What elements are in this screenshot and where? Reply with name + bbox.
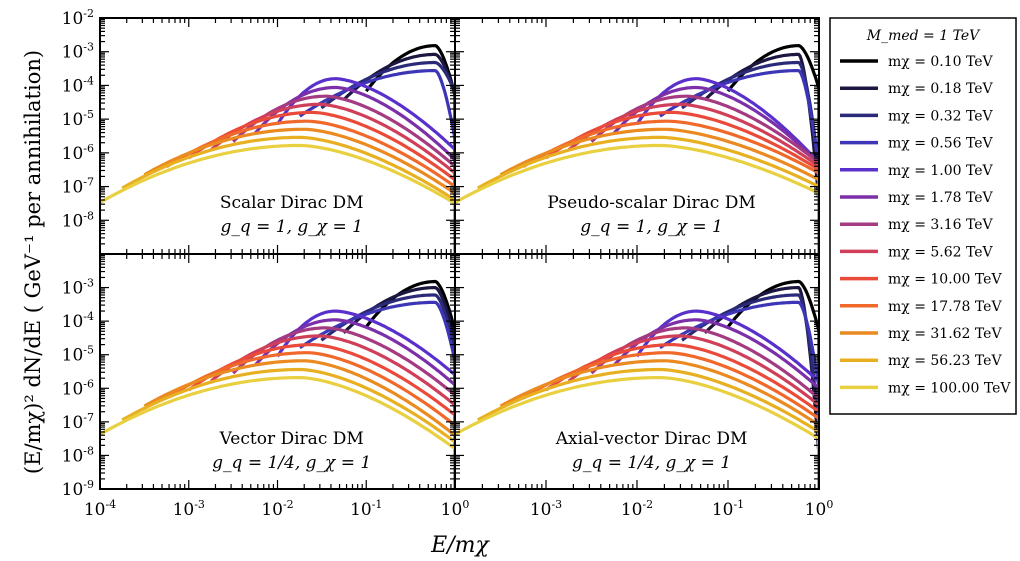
ticks [454, 17, 820, 255]
x-tick-label: 10-3 [173, 498, 205, 520]
y-tick-label: 10-6 [62, 142, 94, 164]
series-line [165, 119, 455, 254]
panel-1: 10-2 10-3 10-4 10-5 10-6 10-7 10-8 Scalar Dirac… [62, 7, 456, 255]
series-line [455, 143, 819, 254]
legend-entry: mχ = 56.23 TeV [888, 353, 1002, 369]
y-tick-label: 10-4 [62, 74, 94, 96]
y-tick-label: 10-3 [62, 277, 94, 299]
series-line [477, 367, 819, 489]
legend-entry: mχ = 0.18 TeV [888, 81, 994, 97]
panel-couplings: g_q = 1/4, g_χ = 1 [212, 453, 371, 473]
series-group [455, 43, 819, 254]
y-tick-label: 10-9 [62, 478, 94, 500]
series-line [635, 77, 819, 254]
y-tick-label: 10-7 [62, 176, 94, 198]
series-line [499, 359, 819, 489]
y-tick-label: 10-8 [62, 209, 94, 231]
y-axis-label: (E/mχ)² dN/dE ( GeV⁻¹ per annihilation) [21, 50, 45, 474]
series-line [165, 351, 455, 489]
legend-box [829, 17, 1017, 415]
series-line [121, 367, 455, 489]
series-line [143, 359, 455, 489]
panel-3: 10-310-410-510-610-710-810-910-4 10-3 10-2… [62, 253, 470, 520]
series-line [545, 343, 819, 489]
y-tick-label: 10-8 [62, 444, 94, 466]
series-line [276, 309, 455, 489]
legend-entry: mχ = 3.16 TeV [888, 217, 994, 233]
legend-entry: mχ = 17.78 TeV [888, 299, 1002, 315]
series-line [298, 300, 455, 489]
legend-entry: mχ = 5.62 TeV [888, 244, 994, 260]
legend-entry: mχ = 100.00 TeV [888, 380, 1011, 396]
y-tick-label: 10-5 [62, 344, 94, 366]
y-tick-label: 10-3 [62, 41, 94, 63]
series-line [143, 127, 455, 254]
legend-entry: mχ = 0.10 TeV [888, 54, 994, 70]
series-line [455, 376, 819, 489]
legend-entry: mχ = 1.78 TeV [888, 190, 994, 206]
panel-couplings: g_q = 1/4, g_χ = 1 [572, 453, 731, 473]
series-line [659, 300, 819, 489]
panel-title: Axial-vector Dirac DM [555, 429, 748, 449]
y-tick-label: 10-6 [62, 377, 94, 399]
series-line [477, 135, 819, 254]
series-line [187, 343, 455, 489]
x-tick-label: 10-3 [530, 498, 562, 520]
series-line [499, 127, 819, 254]
series-line [545, 110, 819, 254]
series-line [522, 351, 819, 489]
series-line [567, 334, 819, 489]
series-line [635, 309, 819, 489]
series-line [522, 119, 819, 254]
panel-title: Vector Dirac DM [219, 429, 364, 449]
panel-2: Pseudo-scalar Dirac DM g_q = 1, g_χ = 1 [454, 17, 820, 255]
x-tick-label: 100 [805, 498, 834, 520]
panel-couplings: g_q = 1, g_χ = 1 [580, 217, 723, 237]
series-group [100, 279, 455, 489]
series-group [455, 279, 819, 489]
legend-entry: mχ = 10.00 TeV [888, 272, 1002, 288]
legend-title: M_med = 1 TeV [866, 28, 981, 44]
y-tick-label: 10-2 [62, 7, 94, 29]
x-tick-label: 10-1 [712, 498, 744, 520]
series-group [100, 43, 455, 254]
legend-entry: mχ = 0.32 TeV [888, 108, 994, 124]
legend-entry: mχ = 0.56 TeV [888, 136, 994, 152]
y-tick-label: 10-5 [62, 108, 94, 130]
y-tick-label: 10-7 [62, 411, 94, 433]
panel-4: 10-3 10-2 10-1 100 Axial-vector Dirac DM g_q … [454, 253, 834, 520]
x-tick-label: 10-2 [261, 498, 293, 520]
series-line [100, 376, 455, 489]
x-tick-label: 10-2 [621, 498, 653, 520]
panels-group: 10-2 10-3 10-4 10-5 10-6 10-7 10-8 Scalar Dirac… [62, 7, 834, 520]
legend-entry: mχ = 1.00 TeV [888, 163, 994, 179]
x-axis-label: E/mχ [430, 533, 490, 558]
y-tick-label: 10-4 [62, 310, 94, 332]
series-line [121, 135, 455, 254]
x-tick-label: 100 [441, 498, 470, 520]
panel-title: Scalar Dirac DM [220, 193, 364, 213]
panel-couplings: g_q = 1, g_χ = 1 [220, 217, 363, 237]
ticks [454, 253, 820, 490]
series-line [659, 68, 819, 254]
series-line [276, 77, 455, 254]
panel-title: Pseudo-scalar Dirac DM [547, 193, 755, 213]
series-line [209, 334, 455, 489]
x-tick-label: 10-1 [350, 498, 382, 520]
legend-entry: mχ = 31.62 TeV [888, 326, 1002, 342]
legend: M_med = 1 TeV mχ = 0.10 TeV mχ = 0.18 TeV m… [829, 17, 1017, 415]
series-line [298, 68, 455, 254]
series-line [100, 143, 455, 254]
x-tick-label: 10-4 [84, 498, 116, 520]
series-line [187, 110, 455, 254]
